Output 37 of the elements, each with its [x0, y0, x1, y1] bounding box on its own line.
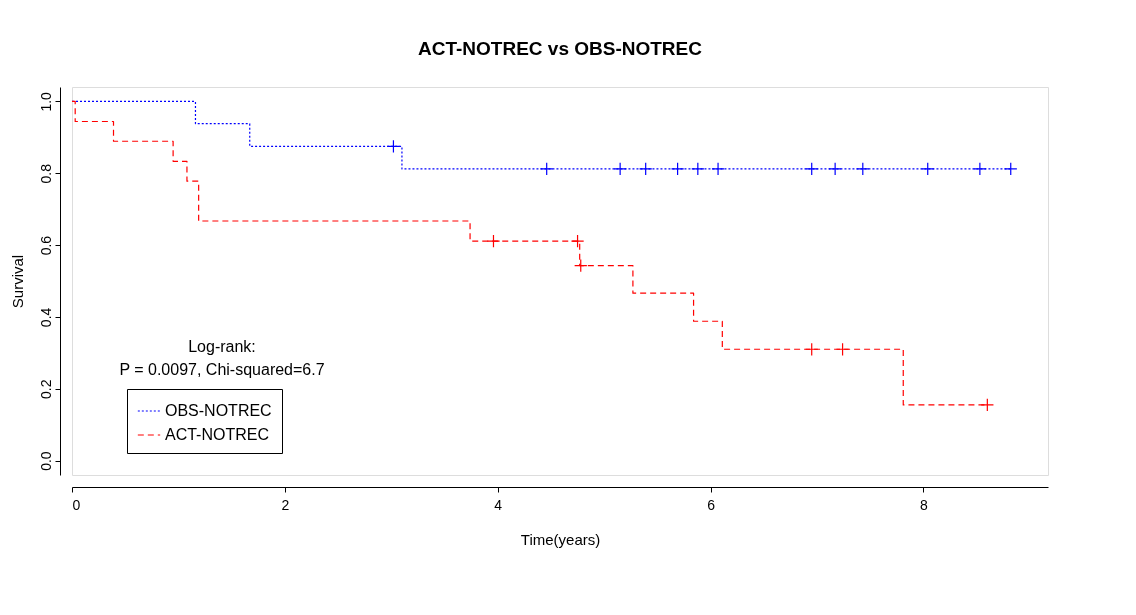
legend-label: ACT-NOTREC — [165, 426, 269, 443]
point — [670, 162, 685, 176]
y-tick-label: 0.0 — [37, 451, 54, 471]
point — [980, 398, 995, 412]
chart-title: ACT-NOTREC vs OBS-NOTREC — [418, 38, 703, 59]
x-tick-label: 0 — [72, 496, 81, 513]
y-tick-label: 0.4 — [37, 307, 54, 328]
point — [613, 162, 627, 176]
x-tick-label: 6 — [707, 496, 716, 513]
annotation: P = 0.0097, Chi-squared=6.7 — [119, 361, 325, 378]
point — [691, 162, 705, 176]
point — [638, 162, 653, 176]
x-tick-label: 8 — [920, 496, 929, 513]
y-axis-title: Survival — [8, 254, 26, 309]
y-tick-label: 0.2 — [37, 379, 54, 400]
x-tick-label: 2 — [281, 496, 290, 513]
annotation: Log-rank: — [188, 338, 256, 355]
point — [835, 342, 850, 356]
point — [1004, 162, 1018, 176]
point — [856, 162, 870, 176]
y-tick-label: 0.6 — [37, 235, 54, 256]
point — [973, 162, 987, 176]
point — [711, 162, 725, 176]
point — [570, 234, 585, 248]
point — [539, 162, 554, 176]
x-tick-label: 4 — [494, 496, 503, 513]
x-axis-title: Time(years) — [520, 530, 601, 548]
legend-label: OBS-NOTREC — [165, 402, 272, 419]
point — [804, 342, 819, 356]
point — [486, 234, 501, 248]
point — [921, 162, 935, 176]
point — [386, 139, 401, 153]
point — [828, 162, 842, 176]
y-tick-label: 1.0 — [37, 91, 54, 112]
y-tick-label: 0.8 — [37, 163, 54, 184]
point — [574, 258, 588, 273]
point — [804, 162, 819, 176]
